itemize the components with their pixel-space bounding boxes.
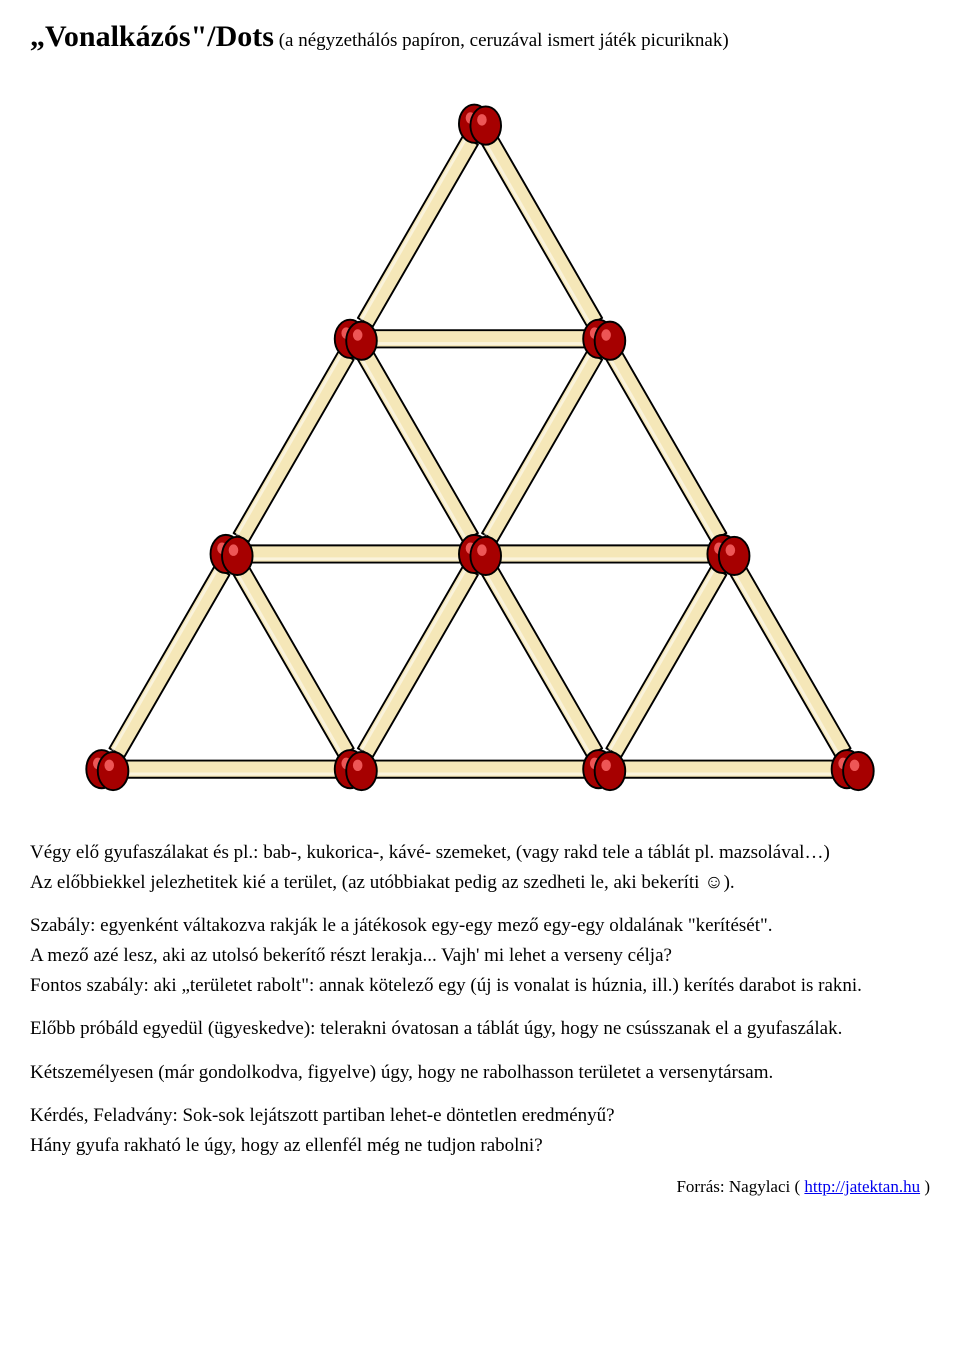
paragraph: Végy elő gyufaszálakat és pl.: bab-, kuk… [30,840,930,866]
paragraph: Fontos szabály: aki „területet rabolt": … [30,973,930,999]
title-main: „Vonalkázós"/Dots [30,20,274,53]
title-line: „Vonalkázós"/Dots (a négyzethálós papíro… [30,20,930,54]
matchstick-diagram [30,74,930,810]
paragraph: Kérdés, Feladvány: Sok-sok lejátszott pa… [30,1103,930,1129]
footer: Forrás: Nagylaci ( http://jatektan.hu ) [30,1177,930,1197]
footer-prefix: Forrás: Nagylaci ( [676,1177,804,1196]
paragraph: Előbb próbáld egyedül (ügyeskedve): tele… [30,1016,930,1042]
paragraph: Hány gyufa rakható le úgy, hogy az ellen… [30,1133,930,1159]
paragraph: Szabály: egyenként váltakozva rakják le … [30,913,930,939]
paragraph: A mező azé lesz, aki az utolsó bekerítő … [30,943,930,969]
paragraph: Kétszemélyesen (már gondolkodva, figyelv… [30,1060,930,1086]
title-sub: (a négyzethálós papíron, ceruzával ismer… [279,30,729,51]
source-link[interactable]: http://jatektan.hu [804,1177,920,1196]
paragraph: Az előbbiekkel jelezhetitek kié a terüle… [30,870,930,896]
body-text: Végy elő gyufaszálakat és pl.: bab-, kuk… [30,840,930,1159]
footer-suffix: ) [920,1177,930,1196]
